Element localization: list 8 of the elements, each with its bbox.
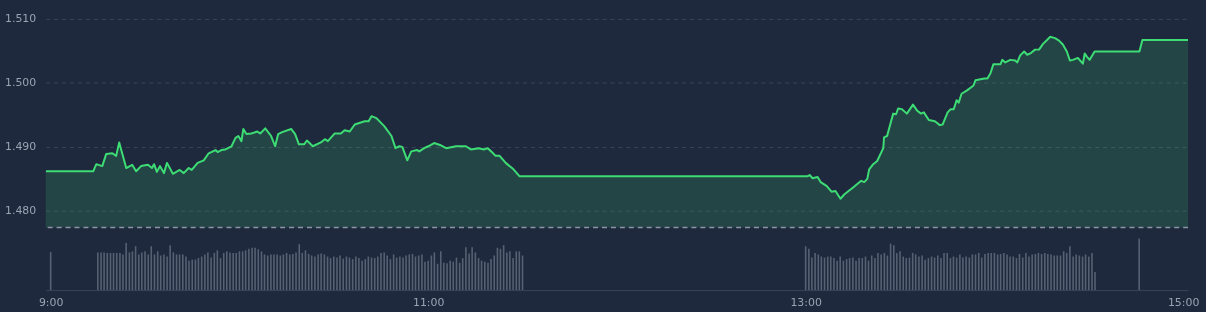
y-tick-label: 1.500	[5, 76, 37, 90]
y-tick-label: 1.490	[5, 140, 37, 154]
x-tick-label: 11:00	[412, 295, 445, 309]
x-tick-label: 13:00	[790, 295, 822, 309]
y-tick-label: 1.510	[5, 12, 37, 26]
x-tick-label: 9:00	[38, 295, 64, 309]
y-tick-label: 1.480	[5, 204, 37, 218]
x-tick-label: 15:00	[1167, 295, 1200, 309]
